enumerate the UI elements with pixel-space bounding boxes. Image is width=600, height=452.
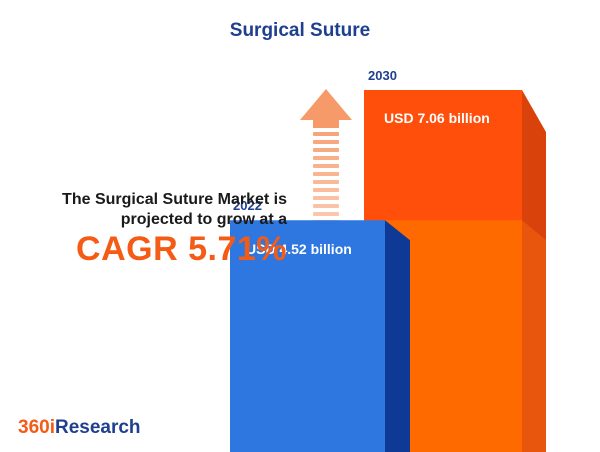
bars: 2022 2030 USD 4.52 billion USD 7.06 billion [230, 68, 546, 452]
arrow-stripe [313, 156, 339, 160]
arrow-stripe [313, 188, 339, 192]
logo-prefix: 360i [18, 417, 55, 438]
value-label-2030: USD 7.06 billion [384, 110, 490, 126]
arrow-stripe [313, 140, 339, 144]
arrow-stripe [313, 132, 339, 136]
arrow-stripe [313, 212, 339, 216]
bar-2022 [230, 220, 385, 452]
arrow-stripe [313, 196, 339, 200]
arrow-stripe [313, 172, 339, 176]
year-label-2022: 2022 [233, 198, 262, 213]
value-label-2022: USD 4.52 billion [246, 241, 352, 257]
bar-2030-lower-side [522, 220, 546, 452]
bar-2022-side [385, 220, 410, 452]
arrow-stripe [313, 180, 339, 184]
headline-text: The Surgical Suture Market is projected … [27, 190, 287, 230]
brand-logo: 360iResearch [18, 417, 141, 439]
arrow-stripe [313, 204, 339, 208]
arrow-stripe [313, 148, 339, 152]
arrow-stripe [313, 164, 339, 168]
arrow-head [300, 89, 352, 128]
cagr-value: CAGR 5.71% [76, 230, 287, 268]
headline-line-2: projected to grow at a [120, 211, 287, 228]
logo-suffix: Research [54, 417, 141, 438]
headline-line-1: The Surgical Suture Market is [62, 191, 287, 208]
chart-title: Surgical Suture [229, 20, 371, 41]
year-label-2030: 2030 [368, 68, 397, 83]
